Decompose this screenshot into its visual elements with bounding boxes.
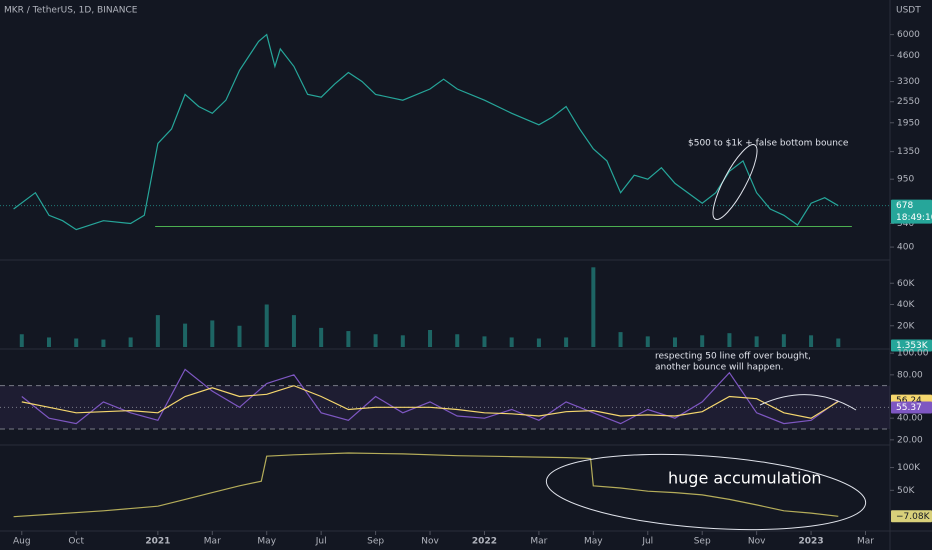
volume-bar	[754, 336, 759, 347]
last-value-label: 1.353K	[896, 341, 929, 351]
drawing-ellipse[interactable]	[706, 140, 765, 224]
y-tick-label: 20K	[897, 321, 915, 331]
x-tick-label: May	[257, 537, 276, 547]
volume-bar	[264, 304, 269, 347]
x-tick-label: Mar	[530, 537, 547, 547]
x-tick-label: Nov	[748, 537, 766, 547]
volume-bar	[183, 323, 188, 347]
y-tick-label: 50K	[897, 486, 915, 496]
y-tick-label: 6000	[897, 30, 920, 40]
last-value-label: −7.08K	[896, 512, 931, 522]
volume-bar	[101, 339, 106, 347]
y-tick-label: 1350	[897, 147, 920, 157]
volume-bar	[482, 336, 487, 347]
x-tick-label: 2022	[472, 537, 497, 547]
x-tick-label: Mar	[857, 537, 874, 547]
drawing-curve[interactable]	[759, 394, 857, 411]
y-tick-label: 20.00	[897, 435, 923, 445]
volume-bar	[672, 337, 677, 347]
annotation: another bounce will happen.	[655, 363, 784, 373]
currency-label: USDT	[896, 6, 921, 16]
annotation: respecting 50 line off over bought,	[655, 352, 811, 362]
last-value-box	[891, 339, 932, 352]
volume-bar	[809, 335, 814, 347]
y-tick-label: 540	[897, 219, 914, 229]
last-value-label: 56.24	[896, 396, 922, 406]
volume-bar	[700, 335, 705, 347]
volume-bar	[128, 337, 133, 347]
x-tick-label: Sep	[694, 537, 711, 547]
last-value-label: 55.37	[896, 403, 922, 413]
y-tick-label: 400	[897, 243, 914, 253]
volume-bar	[155, 315, 160, 347]
series-line	[21, 385, 839, 419]
volume-bar	[836, 338, 841, 347]
x-tick-label: Oct	[68, 537, 84, 547]
volume-bar	[727, 333, 732, 347]
volume-bar	[237, 325, 242, 347]
volume-bar	[591, 267, 596, 347]
y-tick-label: 80.00	[897, 370, 923, 380]
y-tick-label: 950	[897, 175, 914, 185]
x-tick-label: Sep	[367, 537, 384, 547]
volume-bar	[319, 327, 324, 347]
volume-bar	[46, 337, 51, 347]
volume-bar	[455, 334, 460, 347]
volume-bar	[400, 335, 405, 347]
volume-bar	[291, 315, 296, 347]
x-tick-label: May	[584, 537, 603, 547]
series-line	[13, 33, 839, 231]
annotation: huge accumulation	[668, 469, 822, 488]
y-tick-label: 2550	[897, 97, 920, 107]
volume-bar	[564, 337, 569, 347]
volume-bar	[509, 337, 514, 347]
volume-bar	[373, 334, 378, 347]
y-tick-label: 60K	[897, 279, 915, 289]
volume-bar	[428, 330, 433, 347]
last-value-box	[891, 401, 932, 414]
y-tick-label: 100.00	[897, 349, 929, 359]
y-tick-label: 40K	[897, 300, 915, 310]
volume-bar	[618, 332, 623, 347]
volume-bar	[74, 338, 79, 347]
volume-bar	[645, 336, 650, 347]
x-tick-label: 2021	[145, 537, 170, 547]
series-line	[21, 368, 839, 425]
last-value-box	[891, 199, 932, 224]
x-tick-label: 2023	[799, 537, 824, 547]
x-tick-label: Nov	[421, 537, 439, 547]
annotation: $500 to $1k + false bottom bounce	[688, 139, 849, 149]
series-line	[13, 452, 839, 518]
countdown-label: 18:49:10	[896, 213, 932, 223]
y-tick-label: 3300	[897, 77, 920, 87]
y-tick-label: 100K	[897, 463, 921, 473]
y-tick-label: 1950	[897, 118, 920, 128]
last-value-box	[891, 510, 932, 523]
y-tick-label: 40.00	[897, 414, 923, 424]
volume-bar	[346, 331, 351, 347]
volume-bar	[781, 334, 786, 347]
volume-bar	[536, 338, 541, 347]
volume-bar	[19, 334, 24, 347]
x-tick-label: Aug	[13, 537, 31, 547]
x-tick-label: Jul	[315, 537, 327, 547]
volume-bar	[210, 320, 215, 347]
x-tick-label: Mar	[204, 537, 221, 547]
x-tick-label: Jul	[641, 537, 653, 547]
y-tick-label: 4600	[897, 51, 920, 61]
drawing-ellipse[interactable]	[544, 445, 868, 539]
last-value-label: 678	[896, 201, 913, 211]
symbol-legend[interactable]: MKR / TetherUS, 1D, BINANCE	[4, 6, 138, 16]
